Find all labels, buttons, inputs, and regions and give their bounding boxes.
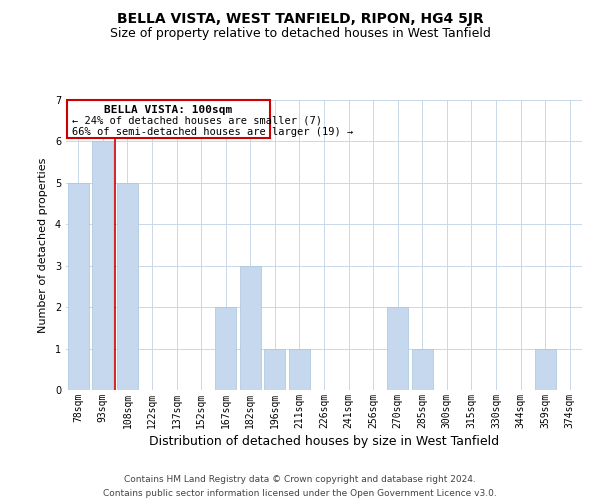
- Bar: [289, 348, 310, 390]
- Text: BELLA VISTA, WEST TANFIELD, RIPON, HG4 5JR: BELLA VISTA, WEST TANFIELD, RIPON, HG4 5…: [116, 12, 484, 26]
- Bar: [387, 307, 408, 390]
- Bar: [412, 348, 433, 390]
- Bar: [240, 266, 261, 390]
- Y-axis label: Number of detached properties: Number of detached properties: [38, 158, 48, 332]
- X-axis label: Distribution of detached houses by size in West Tanfield: Distribution of detached houses by size …: [149, 435, 499, 448]
- Text: ← 24% of detached houses are smaller (7): ← 24% of detached houses are smaller (7): [72, 116, 322, 126]
- Bar: [117, 183, 138, 390]
- FancyBboxPatch shape: [67, 100, 270, 138]
- Bar: [535, 348, 556, 390]
- Bar: [215, 307, 236, 390]
- Bar: [92, 142, 113, 390]
- Bar: [68, 183, 89, 390]
- Text: BELLA VISTA: 100sqm: BELLA VISTA: 100sqm: [104, 105, 233, 115]
- Text: Contains HM Land Registry data © Crown copyright and database right 2024.
Contai: Contains HM Land Registry data © Crown c…: [103, 476, 497, 498]
- Bar: [265, 348, 286, 390]
- Text: 66% of semi-detached houses are larger (19) →: 66% of semi-detached houses are larger (…: [72, 127, 353, 137]
- Text: Size of property relative to detached houses in West Tanfield: Size of property relative to detached ho…: [110, 28, 490, 40]
